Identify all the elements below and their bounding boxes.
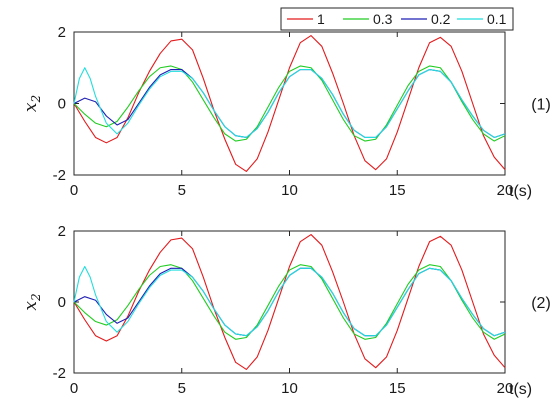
panel-1-ytick-label: 2	[58, 24, 66, 41]
panel-2-xtick-label: 0	[70, 380, 78, 397]
panel-1-tag: (1)	[531, 97, 551, 114]
panel-2-ylabel-subscript: 2	[29, 293, 43, 302]
panel-1-xtick-label: 20	[497, 182, 514, 199]
panel-1-series-1-line	[73, 35, 506, 172]
legend-label-0_3: 0.3	[373, 11, 393, 27]
panel-1-xtick-label: 5	[178, 182, 186, 199]
panel-2-ytick-label: -2	[53, 365, 66, 382]
panel-2-ytick-label: 0	[58, 294, 66, 311]
panel-1-ytick-label: 0	[58, 96, 66, 113]
panel-2-xtick-label: 10	[281, 380, 298, 397]
panel-1-series-0_1-line	[73, 67, 506, 139]
panel-2-tag: (2)	[531, 295, 551, 312]
panel-2-xtick-label: 5	[178, 380, 186, 397]
panel-1-xlabel: t(s)	[509, 183, 532, 200]
legend-label-0_2: 0.2	[431, 11, 451, 27]
panel-1-axes-box	[73, 31, 506, 176]
panel-2-series-0_1-line	[73, 265, 506, 337]
panel-1-xtick-label: 15	[389, 182, 406, 199]
panel-2-ytick-label: 2	[58, 223, 66, 240]
panel-2-series-1-line	[73, 234, 506, 371]
legend-box	[280, 7, 514, 31]
panel-2-xlabel: t(s)	[509, 381, 532, 398]
panel-1-xtick-label: 0	[70, 182, 78, 199]
panel-2-xtick-label: 15	[389, 380, 406, 397]
panel-2-ylabel: x2	[21, 293, 43, 310]
panel-2-series-0_3-line	[73, 264, 506, 340]
panel-2-axes-box	[73, 230, 506, 374]
panel-2-ylabel-base: x	[21, 301, 41, 311]
panel-2-xtick-label: 20	[497, 380, 514, 397]
panel-1-xtick-label: 10	[281, 182, 298, 199]
panel-1-ytick-label: -2	[53, 167, 66, 184]
panel-1-ylabel-subscript: 2	[29, 95, 43, 104]
legend-label-1: 1	[317, 11, 325, 27]
legend-label-0_1: 0.1	[487, 11, 507, 27]
panel-1-ylabel: x2	[21, 95, 43, 112]
panel-1-ylabel-base: x	[21, 102, 41, 112]
panel-1-series-0_3-line	[73, 65, 506, 142]
